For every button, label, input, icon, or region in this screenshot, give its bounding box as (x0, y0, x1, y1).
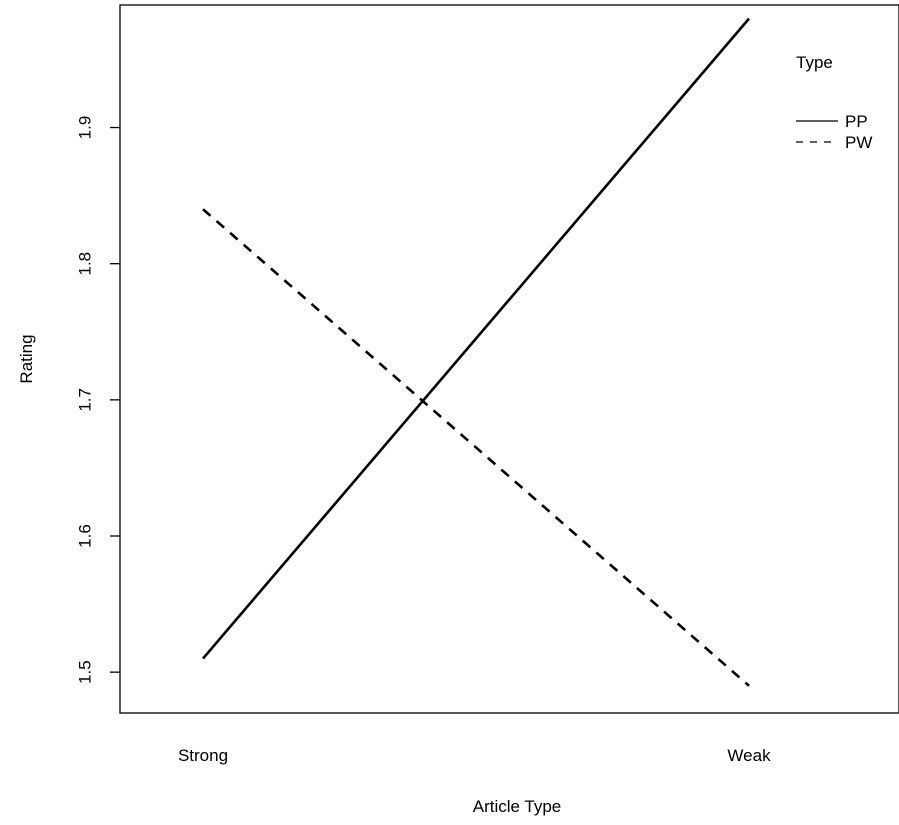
y-tick-label: 1.9 (75, 116, 94, 140)
y-tick-label: 1.8 (75, 252, 94, 276)
legend-label-pp: PP (845, 112, 868, 131)
y-tick-label: 1.6 (75, 524, 94, 548)
series-line-pw (202, 208, 750, 687)
y-tick-label: 1.7 (75, 388, 94, 412)
x-axis: Strong Weak (178, 746, 771, 765)
plot-area-border (119, 4, 899, 714)
legend-title: Type (796, 53, 833, 72)
legend: Type PP PW (796, 53, 872, 152)
legend-label-pw: PW (845, 133, 872, 152)
legend-items: PP PW (796, 112, 872, 152)
y-axis-title: Rating (17, 334, 36, 383)
x-axis-title: Article Type (473, 797, 562, 816)
y-tick-label: 1.5 (75, 660, 94, 684)
x-tick-label: Weak (727, 746, 771, 765)
y-axis: 1.5 1.6 1.7 1.8 1.9 (75, 116, 120, 684)
series-lines (202, 17, 750, 687)
series-line-pp (202, 17, 750, 660)
x-tick-label: Strong (178, 746, 228, 765)
